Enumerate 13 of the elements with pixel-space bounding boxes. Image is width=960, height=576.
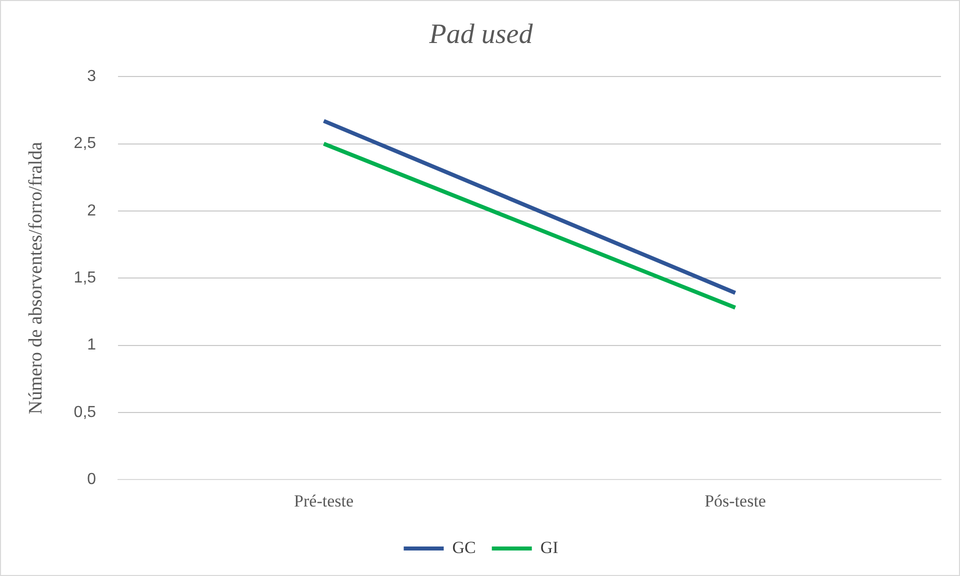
y-axis-title: Número de absorventes/forro/fralda [25,141,46,414]
y-tick-label: 1 [87,336,96,354]
x-tick-label: Pré-teste [294,491,354,510]
y-tick-label: 3 [87,68,96,86]
y-tick-label: 0 [87,471,96,488]
legend-label: GI [540,538,559,557]
chart-title: Pad used [428,19,534,50]
legend-label: GC [452,538,476,557]
y-tick-label: 2 [87,202,96,220]
y-tick-label: 0,5 [74,404,96,421]
y-tick-label: 2,5 [74,135,96,152]
y-tick-label: 1,5 [74,270,96,287]
x-tick-label: Pós-teste [704,491,766,510]
